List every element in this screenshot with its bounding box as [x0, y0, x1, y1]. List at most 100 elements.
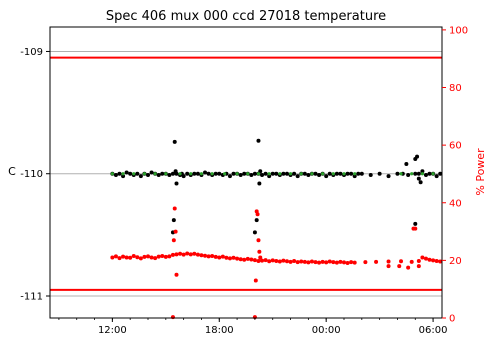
setpoint-point	[256, 172, 261, 176]
setpoint-point	[331, 172, 335, 176]
temperature-point	[334, 171, 339, 176]
power-point	[220, 254, 225, 259]
power-point	[317, 260, 322, 265]
temperature-point	[113, 172, 118, 177]
temperature-point	[192, 171, 197, 176]
setpoint-point	[110, 172, 114, 176]
power-point	[260, 258, 265, 263]
power-point	[174, 252, 179, 257]
power-point	[124, 255, 129, 260]
y-tick-label: -110	[20, 169, 43, 180]
x-tick-label: 06:00	[419, 325, 448, 336]
setpoint-point	[121, 172, 125, 176]
y-axis-label: C	[8, 165, 16, 178]
setpoint-point	[299, 172, 303, 176]
power-point	[255, 212, 260, 217]
temperature-point	[263, 171, 268, 176]
power-point	[397, 264, 402, 269]
temperature-point	[302, 171, 307, 176]
setpoint-point	[310, 172, 314, 176]
temperature-point	[281, 171, 286, 176]
power-point	[131, 254, 136, 259]
x-tick-label: 18:00	[205, 325, 234, 336]
setpoint-point	[399, 172, 403, 176]
power-point	[277, 259, 282, 264]
power-point	[320, 259, 325, 264]
power-point	[267, 259, 272, 264]
power-point	[195, 252, 200, 257]
limit-lines	[50, 56, 442, 291]
power-point	[331, 260, 336, 265]
setpoint-point	[342, 172, 346, 176]
temperature-point	[252, 171, 257, 176]
temperature-point	[258, 169, 263, 174]
setpoint-point	[353, 172, 357, 176]
temperature-point	[368, 172, 373, 177]
power-point	[306, 260, 311, 265]
chart-title: Spec 406 mux 000 ccd 27018 temperature	[106, 9, 386, 24]
temperature-point	[138, 174, 143, 179]
power-point	[242, 257, 247, 262]
temperature-point	[327, 171, 332, 176]
power-point	[386, 259, 391, 264]
temperature-point	[349, 171, 354, 176]
power-point	[420, 255, 425, 260]
power-point	[288, 259, 293, 264]
temperature-point	[171, 218, 176, 223]
x-tick-label: 12:00	[98, 325, 127, 336]
temperature-point	[156, 172, 161, 177]
x-axis-ticks: 12:00 18:00 00:00 06:00	[58, 318, 448, 336]
temperature-point	[260, 172, 265, 177]
y2-axis-ticks: 0 20 40 60 80 100	[442, 25, 468, 325]
temperature-point	[416, 176, 421, 181]
power-point	[217, 255, 222, 260]
y-tick-label: -109	[20, 47, 43, 58]
power-point	[338, 259, 343, 264]
y2-tick-label: 40	[449, 198, 462, 209]
temperature-point	[306, 172, 311, 177]
temperature-point	[227, 174, 232, 179]
temperature-point	[292, 171, 297, 176]
temperature-point	[217, 171, 222, 176]
power-point	[257, 249, 262, 254]
power-point	[238, 257, 243, 262]
temperature-point	[423, 172, 428, 177]
temperature-point	[413, 171, 418, 176]
power-point	[352, 260, 357, 265]
temperature-point	[356, 171, 361, 176]
power-point	[258, 255, 263, 260]
power-point	[128, 255, 133, 260]
power-point	[170, 252, 175, 257]
power-point	[342, 260, 346, 265]
temperature-point	[267, 174, 272, 179]
power-point	[406, 265, 411, 270]
power-point	[203, 253, 208, 258]
setpoint-point	[178, 172, 182, 176]
setpoint-point	[132, 172, 136, 176]
power-point	[374, 259, 379, 264]
power-point	[192, 251, 197, 256]
power-point	[188, 252, 193, 257]
power-point	[256, 258, 261, 263]
setpoint-point	[288, 172, 293, 176]
temperature-point	[418, 180, 423, 185]
setpoint-point	[142, 172, 147, 176]
setpoint-point	[235, 172, 239, 176]
power-point	[174, 272, 179, 277]
power-point	[427, 257, 432, 262]
power-point	[149, 255, 154, 260]
temperature-point	[249, 172, 254, 177]
power-point	[199, 253, 204, 258]
power-point	[431, 258, 436, 263]
setpoint-point	[199, 172, 204, 176]
power-point	[173, 229, 178, 234]
power-point	[253, 278, 258, 283]
power-point	[171, 238, 176, 243]
power-point	[227, 256, 232, 261]
power-point	[349, 260, 354, 265]
power-point	[309, 259, 314, 264]
power-point	[284, 259, 289, 264]
power-point	[224, 255, 229, 260]
temperature-point	[270, 171, 275, 176]
power-point	[135, 255, 140, 260]
